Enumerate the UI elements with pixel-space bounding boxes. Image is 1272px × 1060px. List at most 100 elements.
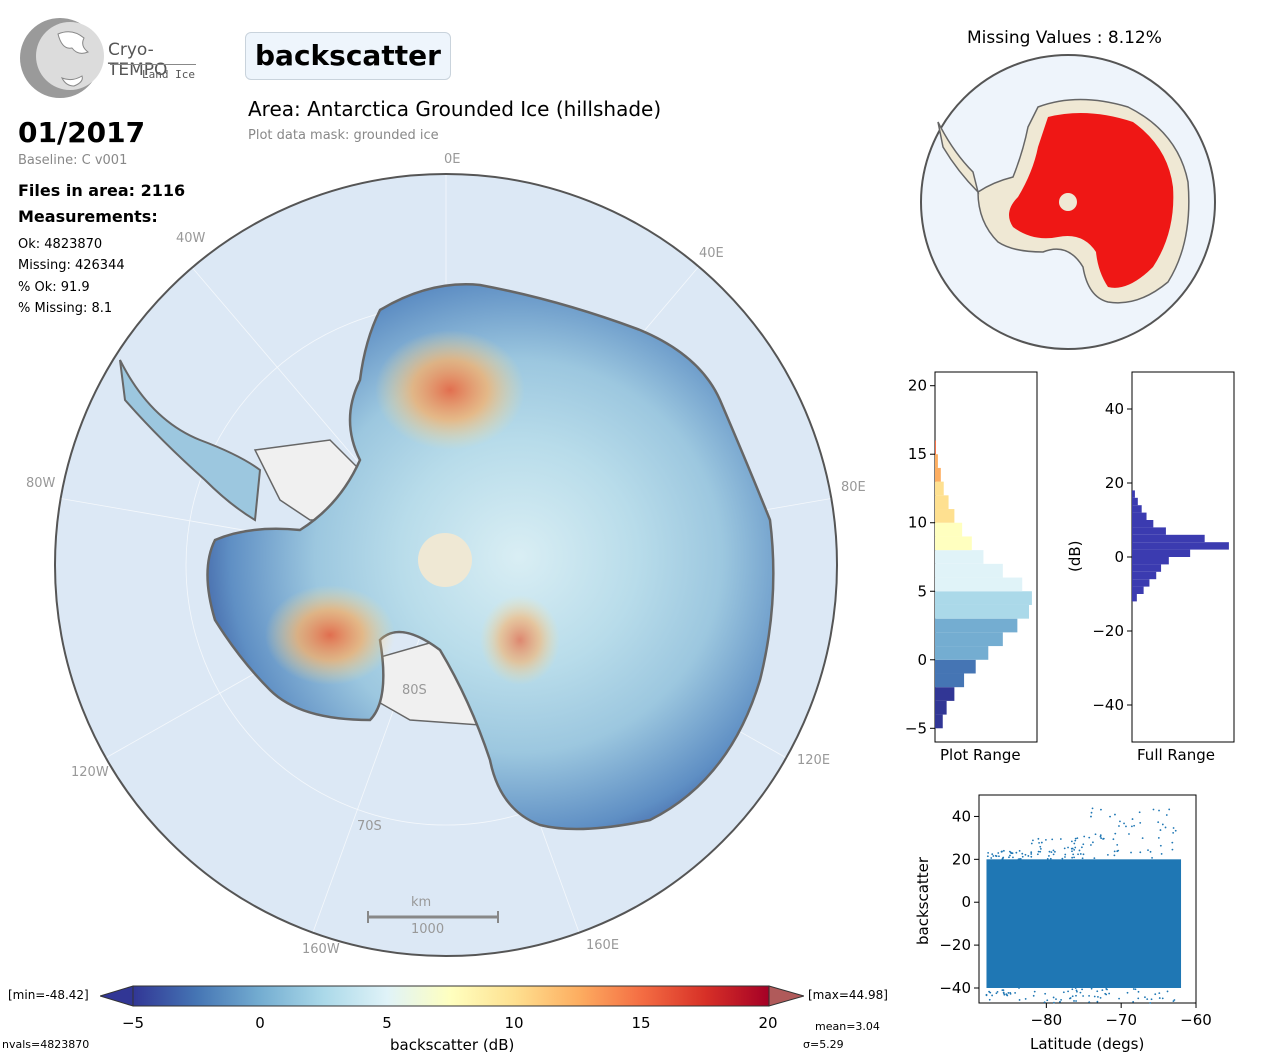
scatter-point [1024, 998, 1027, 1000]
scale-unit: km [411, 895, 432, 910]
scatter-point [1005, 993, 1008, 996]
scatter-point [1074, 987, 1077, 989]
scatter-point [1099, 835, 1102, 838]
plot-range-bar [935, 700, 947, 715]
scatter-point [1027, 855, 1030, 857]
scatter-point [1075, 989, 1078, 992]
scatter-point [1090, 815, 1092, 818]
scatter-point [1037, 850, 1040, 853]
scatter-point [1063, 847, 1066, 850]
scatter-point [1105, 988, 1108, 990]
cryo-tempo-logo: Cryo-TEMPO Land Ice [18, 16, 208, 100]
missing-map-pole [1059, 193, 1077, 211]
full-range-bar [1132, 512, 1147, 520]
plot-range-ytick-label: 5 [917, 582, 927, 600]
plot-range-bar [935, 687, 955, 701]
pole-hole [418, 533, 472, 587]
full-range-bar [1132, 594, 1137, 602]
scatter-point [1059, 838, 1062, 840]
scatter-point [1081, 857, 1084, 860]
scale-value: 1000 [411, 922, 445, 937]
scatter-point [1100, 808, 1102, 811]
scatter-point [1062, 991, 1065, 994]
scatter-point [996, 990, 999, 993]
scatter-point [1164, 826, 1167, 829]
scatter-point [1093, 995, 1096, 998]
scatter-point [1130, 851, 1132, 854]
lon-label-120e: 120E [797, 753, 831, 768]
scatter-point [1171, 848, 1174, 851]
scatter-point [1112, 838, 1115, 841]
scatter-point [1053, 1001, 1055, 1004]
scatter-point [1118, 997, 1120, 1000]
scatter-point [1137, 990, 1140, 993]
scatter-xlabel: Latitude (degs) [1030, 1035, 1145, 1053]
colorbar-tick: 20 [758, 1014, 778, 1032]
scatter-point [1158, 809, 1160, 812]
scatter-point [1052, 996, 1055, 999]
scatter-point [1159, 844, 1162, 847]
mean-label: mean=3.04 [815, 1020, 880, 1033]
antarctica-mainland [206, 283, 775, 831]
scatter-point [1002, 849, 1005, 852]
scatter-point [1144, 996, 1146, 999]
scatter-xtick-label: −80 [1031, 1011, 1063, 1029]
lon-label-160w: 160W [302, 942, 340, 957]
scatter-point [1090, 811, 1093, 814]
scatter-point [1161, 823, 1164, 826]
scatter-ytick-label: 40 [952, 807, 971, 825]
scatter-point [1082, 995, 1085, 997]
scatter-ytick-label: 20 [952, 850, 971, 868]
missing-map-peninsula [937, 121, 980, 195]
full-range-ytick-label: −40 [1092, 696, 1124, 714]
scatter-point [1160, 853, 1163, 855]
scatter-point [1119, 820, 1121, 823]
scatter-point [1074, 839, 1077, 842]
scatter-point [1052, 849, 1055, 852]
scatter-point [1073, 849, 1076, 851]
plot-range-xlabel: Plot Range [940, 746, 1021, 764]
scatter-point [1067, 846, 1069, 849]
scatter-point [1158, 997, 1161, 999]
missing-values-map [920, 54, 1216, 350]
full-range-bar [1132, 527, 1166, 535]
scatter-point [1043, 1001, 1046, 1004]
scatter-point [1015, 851, 1018, 854]
colorbar-title: backscatter (dB) [390, 1036, 515, 1054]
full-range-bar [1132, 490, 1135, 498]
scatter-point [1039, 850, 1042, 853]
plot-range-bar [935, 646, 989, 660]
plot-range-histogram: 20 15 10 5 0 −5 [905, 371, 1038, 743]
scatter-point [988, 998, 991, 1001]
scatter-point [1080, 846, 1083, 849]
scatter-point [1075, 1000, 1077, 1002]
scatter-point [1096, 990, 1099, 993]
scatter-point [1050, 851, 1053, 854]
scatter-point [1052, 853, 1055, 856]
scatter-point [1030, 853, 1033, 855]
full-range-bar [1132, 586, 1144, 594]
colorbar [100, 985, 804, 1007]
scatter-point [1009, 854, 1011, 857]
logo-title: Cryo-TEMPO [108, 40, 168, 80]
scatter-point [1051, 838, 1054, 841]
stat-pct-missing: % Missing: 8.1 [18, 301, 113, 316]
colorbar-max-extend [768, 985, 804, 1007]
scatter-point [990, 857, 993, 859]
scatter-point [1113, 850, 1116, 853]
plot-range-bar [935, 618, 1018, 633]
scatter-point [1044, 992, 1047, 995]
scatter-point [1126, 991, 1129, 994]
scatter-point [1113, 854, 1116, 857]
scatter-point [1067, 990, 1069, 993]
scatter-point [1101, 989, 1104, 992]
scatter-point [1007, 992, 1010, 994]
scatter-point [1157, 837, 1160, 839]
lon-label-120w: 120W [71, 765, 109, 780]
plot-range-bar [935, 563, 1003, 578]
files-count: Files in area: 2116 [18, 181, 186, 200]
scatter-xtick-label: −70 [1105, 1011, 1137, 1029]
scatter-point [1083, 835, 1086, 838]
scatter-point [1165, 814, 1168, 816]
nvals-label: nvals=4823870 [2, 1038, 90, 1051]
